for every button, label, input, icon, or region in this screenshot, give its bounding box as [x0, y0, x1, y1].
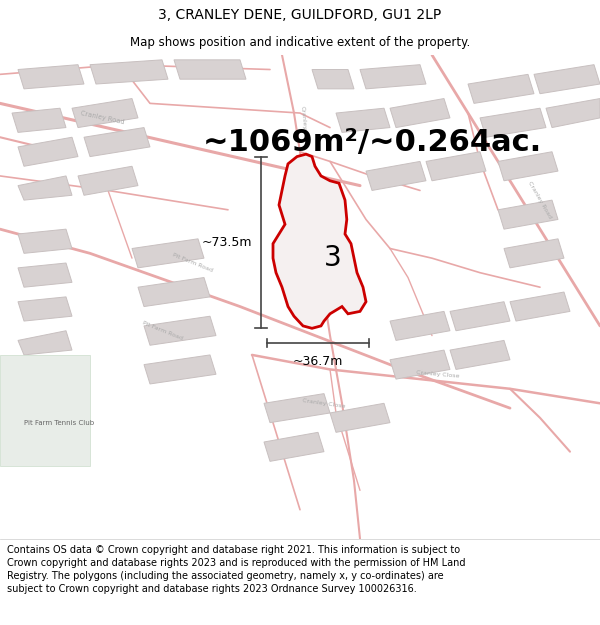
Text: ~73.5m: ~73.5m — [202, 236, 252, 249]
Text: Cranley Close: Cranley Close — [302, 398, 346, 409]
Text: Pit Farm Tennis Club: Pit Farm Tennis Club — [24, 419, 94, 426]
Polygon shape — [390, 350, 450, 379]
Polygon shape — [18, 297, 72, 321]
Polygon shape — [546, 99, 600, 127]
Polygon shape — [18, 176, 72, 200]
Polygon shape — [390, 311, 450, 341]
Polygon shape — [504, 239, 564, 268]
Polygon shape — [174, 60, 246, 79]
Polygon shape — [90, 60, 168, 84]
Polygon shape — [18, 138, 78, 166]
Polygon shape — [450, 341, 510, 369]
Text: Contains OS data © Crown copyright and database right 2021. This information is : Contains OS data © Crown copyright and d… — [7, 545, 466, 594]
Polygon shape — [18, 331, 72, 355]
Polygon shape — [510, 292, 570, 321]
Text: 3: 3 — [324, 244, 342, 272]
Polygon shape — [426, 152, 486, 181]
Polygon shape — [0, 355, 90, 466]
Polygon shape — [264, 432, 324, 461]
Text: Cranley Road: Cranley Road — [80, 111, 124, 126]
Polygon shape — [18, 263, 72, 288]
Text: ~1069m²/~0.264ac.: ~1069m²/~0.264ac. — [202, 127, 542, 157]
Polygon shape — [498, 152, 558, 181]
Polygon shape — [366, 161, 426, 191]
Polygon shape — [144, 355, 216, 384]
Polygon shape — [18, 229, 72, 253]
Polygon shape — [390, 99, 450, 127]
Polygon shape — [72, 99, 138, 127]
Polygon shape — [78, 166, 138, 195]
Polygon shape — [468, 74, 534, 103]
Polygon shape — [132, 239, 204, 268]
Polygon shape — [312, 69, 354, 89]
Polygon shape — [144, 316, 216, 345]
Polygon shape — [360, 64, 426, 89]
Polygon shape — [264, 394, 330, 422]
Polygon shape — [498, 200, 558, 229]
Text: 3, CRANLEY DENE, GUILDFORD, GU1 2LP: 3, CRANLEY DENE, GUILDFORD, GU1 2LP — [158, 8, 442, 22]
Polygon shape — [12, 108, 66, 132]
Text: Cranley Close: Cranley Close — [416, 370, 460, 379]
Polygon shape — [273, 154, 366, 328]
Text: Cranley: Cranley — [299, 106, 307, 130]
Text: ~36.7m: ~36.7m — [293, 355, 343, 368]
Text: Pit Farm Road: Pit Farm Road — [171, 253, 213, 273]
Polygon shape — [18, 64, 84, 89]
Text: Cranley Road: Cranley Road — [527, 181, 553, 219]
Polygon shape — [534, 64, 600, 94]
Polygon shape — [336, 108, 390, 132]
Polygon shape — [84, 127, 150, 157]
Polygon shape — [330, 403, 390, 432]
Text: Pit Farm Road: Pit Farm Road — [141, 321, 183, 341]
Text: Map shows position and indicative extent of the property.: Map shows position and indicative extent… — [130, 36, 470, 49]
Polygon shape — [138, 278, 210, 306]
Polygon shape — [480, 108, 546, 138]
Polygon shape — [450, 302, 510, 331]
